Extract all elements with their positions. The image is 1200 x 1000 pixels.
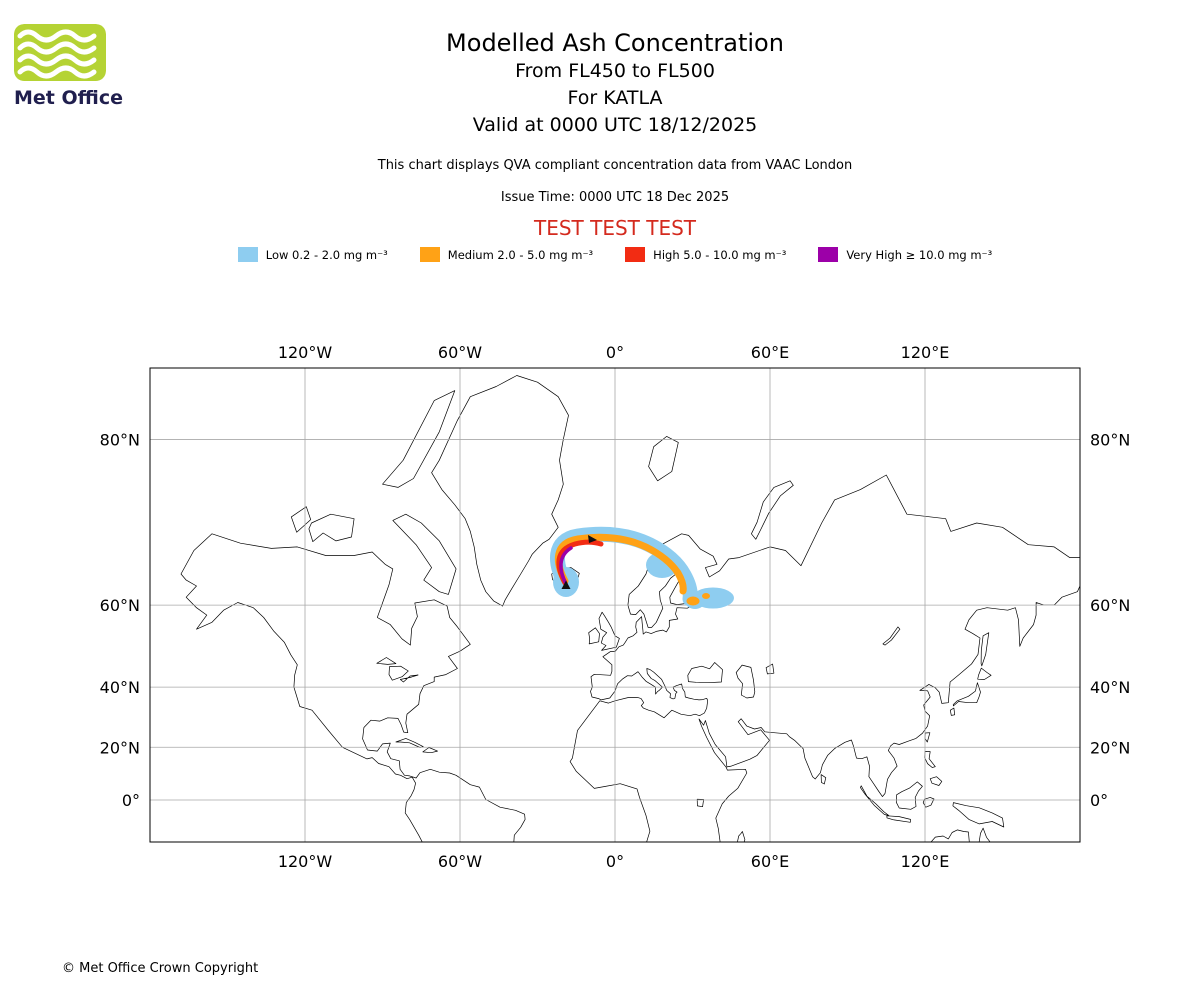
- met-office-logo-mark: [14, 24, 106, 81]
- lake: [735, 664, 756, 699]
- logo-waves: [17, 29, 97, 79]
- coastline: [588, 627, 600, 645]
- meridian-label-bottom: 60°W: [438, 852, 482, 871]
- volcano-marker: [561, 580, 571, 589]
- map-root: 120°W 120°W 60°W 60°W 0° 0° 60°E 60°E 120°E 120°E…: [100, 343, 1131, 871]
- meridian-label-top: 120°E: [901, 343, 950, 362]
- coastline: [929, 776, 943, 786]
- coastline: [978, 827, 991, 842]
- coastline: [924, 751, 936, 768]
- chart-title: Modelled Ash Concentration: [446, 29, 784, 57]
- parallel-label-right: 20°N: [1090, 738, 1130, 757]
- coastline: [980, 632, 990, 667]
- coastline: [569, 474, 1080, 842]
- legend-label-very-high: Very High ≥ 10.0 mg m⁻³: [846, 247, 993, 262]
- meridian-label-bottom: 120°W: [278, 852, 333, 871]
- plume-medium: [554, 533, 687, 595]
- parallel-label-left: 40°N: [100, 678, 140, 697]
- plume-low-patch: [646, 552, 678, 578]
- coastline: [308, 513, 355, 542]
- coastline: [422, 747, 438, 754]
- parallel-label-right: 40°N: [1090, 678, 1130, 697]
- coastline: [930, 829, 970, 842]
- legend-label-medium: Medium 2.0 - 5.0 mg m⁻³: [447, 247, 594, 262]
- map-border: [149, 367, 1081, 843]
- meridian-label-top: 60°W: [438, 343, 482, 362]
- coastline: [290, 506, 312, 533]
- legend-item-medium: Medium 2.0 - 5.0 mg m⁻³: [419, 247, 594, 262]
- world-map: 120°W 120°W 60°W 60°W 0° 0° 60°E 60°E 120°E 120°E…: [100, 343, 1131, 871]
- legend-label-low: Low 0.2 - 2.0 mg m⁻³: [265, 247, 388, 262]
- coastline: [395, 738, 424, 748]
- subtitle-valid-time: Valid at 0000 UTC 18/12/2025: [472, 114, 758, 136]
- legend-label-high: High 5.0 - 10.0 mg m⁻³: [653, 247, 787, 262]
- coastlines: [180, 375, 1080, 842]
- chart-header: Modelled Ash Concentration From FL450 to…: [15, 28, 1200, 262]
- meridian-label-bottom: 60°E: [751, 852, 789, 871]
- coastline: [886, 815, 911, 823]
- ash-plume: [550, 526, 734, 609]
- coastline: [392, 513, 457, 595]
- legend: Low 0.2 - 2.0 mg m⁻³ Medium 2.0 - 5.0 mg …: [15, 247, 1200, 262]
- coastline: [924, 732, 931, 743]
- lake: [696, 798, 704, 808]
- graticule: [150, 368, 1080, 842]
- parallel-label-left: 80°N: [100, 430, 140, 449]
- coastline: [751, 480, 794, 540]
- legend-swatch-very-high: [818, 247, 839, 262]
- plume-medium-blob: [702, 593, 710, 599]
- legend-swatch-high: [625, 247, 646, 262]
- coastline: [952, 802, 1005, 828]
- coastline: [598, 611, 620, 651]
- coastline: [737, 831, 746, 842]
- lake: [388, 665, 409, 681]
- plume-very-high: [559, 546, 573, 586]
- lake: [376, 657, 397, 665]
- lake: [687, 662, 723, 684]
- test-banner: TEST TEST TEST: [533, 216, 696, 240]
- meridian-label-top: 120°W: [278, 343, 333, 362]
- meridian-label-top: 60°E: [751, 343, 789, 362]
- plume-medium-blob: [686, 596, 700, 606]
- lake: [399, 674, 419, 683]
- met-office-logo-text: Met Office: [14, 87, 123, 109]
- parallel-label-left: 20°N: [100, 738, 140, 757]
- parallel-label-left: 60°N: [100, 596, 140, 615]
- issue-time: Issue Time: 0000 UTC 18 Dec 2025: [500, 190, 730, 205]
- coastline: [820, 774, 827, 785]
- trajectory-arrow-icon: [588, 535, 597, 543]
- lake: [882, 626, 901, 646]
- coastline: [949, 707, 956, 716]
- coastline: [977, 667, 992, 680]
- parallel-label-right: 60°N: [1090, 596, 1130, 615]
- subtitle-flight-levels: From FL450 to FL500: [515, 60, 715, 82]
- coastline: [648, 436, 679, 482]
- coastline: [180, 533, 526, 842]
- subtitle-volcano: For KATLA: [567, 87, 663, 109]
- legend-swatch-medium: [419, 247, 440, 262]
- legend-swatch-low: [237, 247, 258, 262]
- parallel-label-right: 0°: [1090, 791, 1108, 810]
- legend-item-low: Low 0.2 - 2.0 mg m⁻³: [237, 247, 388, 262]
- meridian-label-bottom: 0°: [606, 852, 624, 871]
- plume-low-blob: [692, 587, 734, 609]
- legend-item-high: High 5.0 - 10.0 mg m⁻³: [625, 247, 786, 262]
- legend-item-very-high: Very High ≥ 10.0 mg m⁻³: [818, 247, 992, 262]
- coastline: [382, 390, 456, 488]
- parallel-label-right: 80°N: [1090, 430, 1130, 449]
- parallel-label-left: 0°: [122, 791, 140, 810]
- coastline: [952, 682, 981, 707]
- met-office-logo: Met Office: [14, 24, 144, 109]
- meridian-label-bottom: 120°E: [901, 852, 950, 871]
- coastline: [895, 781, 923, 810]
- compliance-note: This chart displays QVA compliant concen…: [377, 158, 853, 173]
- coastline: [431, 375, 569, 607]
- copyright-notice: © Met Office Crown Copyright: [62, 961, 259, 976]
- meridian-label-top: 0°: [606, 343, 624, 362]
